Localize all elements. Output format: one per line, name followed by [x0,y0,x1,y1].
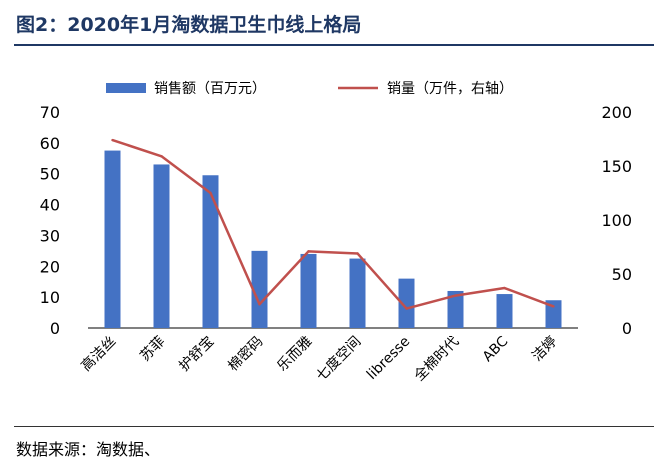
x-tick-label: 棉密码 [225,333,267,375]
page-title: 图2：2020年1月淘数据卫生巾线上格局 [16,14,362,36]
x-tick-label: ABC [480,333,512,365]
bars [104,150,562,328]
x-tick-label: 护舒宝 [176,334,217,375]
bar [300,253,317,328]
legend-bar-label: 销售额（百万元） [154,81,266,97]
line-point [454,294,457,297]
legend-line-label: 销量（万件，右轴） [387,81,513,97]
axes: 0 10 20 30 40 50 60 70 0 50 100 150 200 [40,103,632,338]
x-tick-label: libresse [364,334,413,383]
x-tick-label: 高洁丝 [78,333,120,375]
y-right-tick-label: 50 [612,265,632,284]
y-left-tick-label: 20 [40,257,60,276]
line-point [405,307,408,310]
bar [153,164,170,328]
line-point [209,191,212,195]
x-tick-label: 七度空间 [313,334,364,385]
source-divider [14,426,654,427]
line-series [111,138,555,310]
source-note: 数据来源：淘数据、 [16,440,161,459]
sales-volume-line [112,138,554,310]
line-point [258,303,261,306]
y-right-tick-label: 0 [622,319,632,338]
x-tick-label: 全棉时代 [411,333,463,385]
legend-bar-swatch [106,83,146,93]
y-right-tick-label: 100 [601,211,632,230]
line-point [111,138,114,142]
x-tick-label: 洁婷 [529,334,560,365]
y-left-tick-label: 40 [40,196,60,215]
bar [349,258,366,328]
bar [545,300,562,328]
line-point [503,286,506,290]
chart: 销售额（百万元） 销量（万件，右轴） 0 10 20 30 40 50 60 70 0 50 100… [40,81,632,385]
y-left-tick-label: 70 [40,103,60,122]
line-point [160,155,163,158]
bar [398,278,415,328]
bar [104,150,121,328]
x-tick-label: 乐而雅 [274,334,315,375]
x-tick-label: 苏菲 [137,334,168,365]
y-left-tick-label: 30 [40,226,60,245]
title-divider [14,44,654,46]
y-left-tick-label: 10 [40,288,60,307]
y-right-tick-label: 150 [601,157,632,176]
bar [202,175,219,328]
bar [251,250,268,328]
line-point [356,252,359,255]
bar [496,294,513,328]
line-point [552,305,555,308]
bar [447,290,464,328]
legend: 销售额（百万元） 销量（万件，右轴） [106,81,513,97]
y-left-tick-label: 0 [50,319,60,338]
y-left-tick-label: 50 [40,165,60,184]
line-point [307,250,310,253]
y-right-tick-label: 200 [601,103,632,122]
y-left-tick-label: 60 [40,134,60,153]
